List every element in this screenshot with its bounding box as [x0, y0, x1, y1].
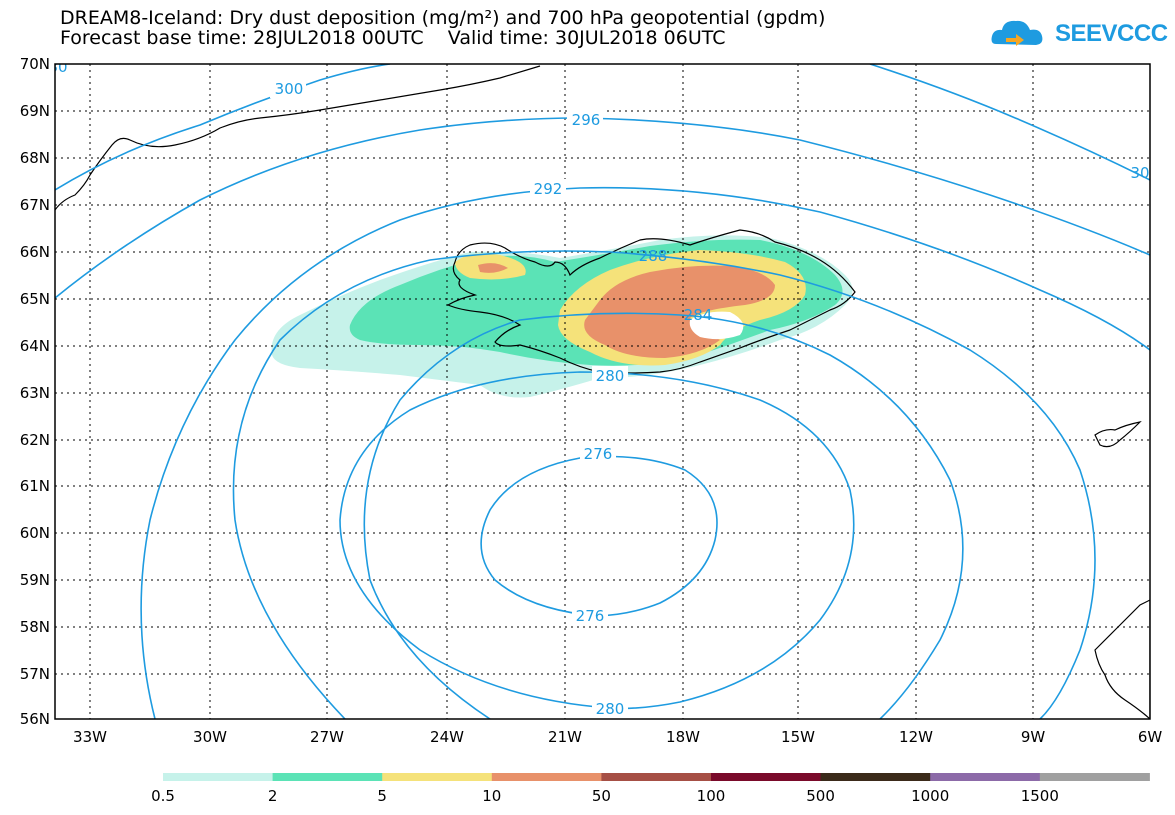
contour-292 — [140, 186, 1150, 719]
lat-label: 59N — [20, 571, 50, 589]
lon-label: 6W — [1138, 728, 1163, 746]
lat-label: 67N — [20, 196, 50, 214]
logo-text: SEEVCCC — [1055, 20, 1168, 47]
legend-swatch — [1039, 773, 1150, 781]
lon-label: 27W — [310, 728, 344, 746]
legend-swatch — [163, 773, 274, 781]
legend-label: 2 — [268, 787, 278, 805]
lon-label: 21W — [548, 728, 582, 746]
latitude-labels: 70N 69N 68N 67N 66N 65N 64N 63N 62N 61N … — [20, 55, 50, 728]
contour-label-280: 280 — [596, 367, 625, 385]
faroe-coastline — [1094, 421, 1142, 448]
lat-label: 63N — [20, 384, 50, 402]
coastlines — [55, 65, 1150, 719]
contour-label-284: 284 — [684, 306, 713, 324]
contour-label-300-corner: 30 — [48, 58, 67, 76]
map-title: DREAM8-Iceland: Dry dust deposition (mg/… — [60, 7, 826, 29]
contour-label-288: 288 — [639, 247, 668, 265]
legend-swatch — [491, 773, 602, 781]
contour-300 — [55, 64, 391, 191]
legend-label: 50 — [592, 787, 611, 805]
lat-label: 64N — [20, 337, 50, 355]
contour-labels: 300 296 292 288 284 280 276 276 280 30 3… — [48, 58, 1150, 718]
contour-300-east — [869, 64, 1150, 181]
scotland-coastline — [1094, 599, 1150, 719]
dust-region-orange — [584, 265, 775, 358]
grid-lines — [55, 64, 1150, 719]
forecast-time: Forecast base time: 28JUL2018 00UTC Vali… — [60, 27, 726, 49]
lon-label: 9W — [1021, 728, 1046, 746]
legend-swatch — [820, 773, 931, 781]
legend-label: 1500 — [1021, 787, 1059, 805]
lat-label: 65N — [20, 290, 50, 308]
lat-label: 66N — [20, 243, 50, 261]
greenland-coastline — [55, 65, 541, 211]
legend-label: 100 — [697, 787, 726, 805]
dust-region-westfjords-core — [478, 263, 508, 273]
lon-label: 15W — [781, 728, 815, 746]
legend-label: 10 — [482, 787, 501, 805]
lat-label: 70N — [20, 55, 50, 73]
longitude-labels: 33W 30W 27W 24W 21W 18W 15W 12W 9W 6W — [73, 728, 1162, 746]
legend-swatch — [601, 773, 712, 781]
contour-276 — [480, 455, 718, 617]
contour-label-300-east: 30 — [1130, 164, 1149, 182]
iceland-coastline — [446, 229, 856, 374]
contour-label-292: 292 — [534, 180, 563, 198]
lon-label: 24W — [430, 728, 464, 746]
legend-label: 1000 — [911, 787, 949, 805]
map-frame — [54, 63, 1151, 720]
lat-label: 58N — [20, 618, 50, 636]
lat-label: 57N — [20, 665, 50, 683]
legend-colorbar: 0.5 2 5 10 50 100 500 1000 1500 — [151, 773, 1150, 805]
contour-label-276-top: 276 — [584, 445, 613, 463]
lat-label: 68N — [20, 149, 50, 167]
lat-label: 56N — [20, 710, 50, 728]
lon-label: 30W — [193, 728, 227, 746]
lon-label: 18W — [666, 728, 700, 746]
contour-label-276-bottom: 276 — [576, 607, 605, 625]
lon-label: 12W — [899, 728, 933, 746]
dust-region-white-gap — [689, 311, 744, 340]
lat-label: 61N — [20, 477, 50, 495]
legend-swatch — [382, 773, 493, 781]
legend-swatch — [930, 773, 1041, 781]
contour-label-300: 300 — [275, 80, 304, 98]
lat-label: 62N — [20, 431, 50, 449]
lat-label: 60N — [20, 524, 50, 542]
contour-label-280-bottom: 280 — [596, 700, 625, 718]
contour-label-296: 296 — [572, 111, 601, 129]
contour-288 — [232, 250, 1096, 719]
legend-label: 0.5 — [151, 787, 175, 805]
cloud-icon — [991, 20, 1043, 46]
lon-label: 33W — [73, 728, 107, 746]
legend-swatch — [711, 773, 822, 781]
legend-label: 5 — [377, 787, 387, 805]
lat-label: 69N — [20, 102, 50, 120]
legend-label: 500 — [806, 787, 835, 805]
contour-284 — [363, 312, 964, 719]
legend-swatch — [272, 773, 383, 781]
